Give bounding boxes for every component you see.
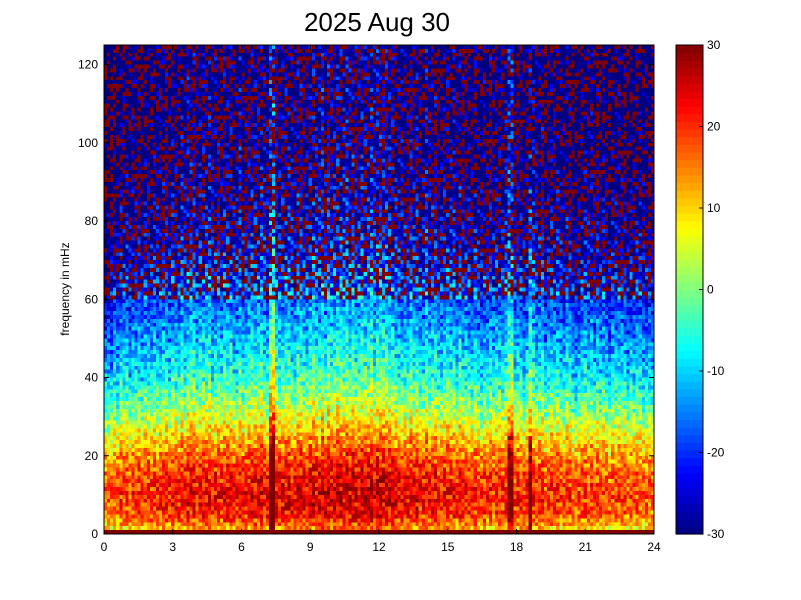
colorbar-step xyxy=(676,167,703,176)
colorbar-step xyxy=(676,495,703,505)
colorbar-step xyxy=(676,396,703,405)
colorbar-step xyxy=(676,358,703,367)
y-tick-label: 80 xyxy=(85,214,99,228)
colorbar-step xyxy=(676,526,703,535)
colorbar-step xyxy=(676,136,703,145)
colorbar-step xyxy=(676,236,703,245)
colorbar-tick-label: 0 xyxy=(707,283,714,297)
colorbar-tick-label: 10 xyxy=(707,201,721,215)
colorbar-tick-label: 20 xyxy=(707,120,721,134)
colorbar-step xyxy=(676,274,703,283)
colorbar-step xyxy=(676,289,703,298)
colorbar-step xyxy=(676,518,703,527)
colorbar-step xyxy=(676,297,703,306)
heatmap-cells xyxy=(104,45,654,534)
colorbar-step xyxy=(676,411,703,420)
colorbar-step xyxy=(676,472,703,482)
chart-title: 2025 Aug 30 xyxy=(304,7,450,37)
colorbar-step xyxy=(676,52,703,61)
colorbar-step xyxy=(676,258,703,268)
y-tick-label: 0 xyxy=(91,527,98,541)
colorbar-step xyxy=(676,75,703,84)
colorbar-step xyxy=(676,67,703,77)
y-tick-label: 60 xyxy=(85,292,99,306)
x-tick-label: 0 xyxy=(101,540,108,554)
colorbar-step xyxy=(676,373,703,382)
colorbar-step xyxy=(676,190,703,199)
colorbar-step xyxy=(676,228,703,237)
colorbar-step xyxy=(676,381,703,390)
y-axis-label: frequency in mHz xyxy=(58,242,72,335)
y-tick-label: 20 xyxy=(85,449,99,463)
colorbar-step xyxy=(676,83,703,92)
colorbar-step xyxy=(676,281,703,291)
colorbar-step xyxy=(676,342,703,352)
y-tick-label: 120 xyxy=(78,58,98,72)
x-tick-label: 9 xyxy=(307,540,314,554)
colorbar-step xyxy=(676,427,703,436)
x-tick-label: 21 xyxy=(579,540,593,554)
colorbar-step xyxy=(676,312,703,321)
colorbar-step xyxy=(676,251,703,260)
colorbar-step xyxy=(676,511,703,520)
colorbar-step xyxy=(676,488,703,497)
colorbar-step xyxy=(676,365,703,375)
colorbar-step xyxy=(676,213,703,222)
x-tick-label: 3 xyxy=(169,540,176,554)
colorbar-step xyxy=(676,151,703,161)
colorbar-step xyxy=(676,480,703,489)
x-tick-label: 12 xyxy=(372,540,386,554)
colorbar-step xyxy=(676,304,703,314)
colorbar-step xyxy=(676,335,703,344)
colorbar-step xyxy=(676,404,703,413)
colorbar-tick-label: -30 xyxy=(707,527,725,541)
colorbar-step xyxy=(676,442,703,451)
x-tick-label: 6 xyxy=(238,540,245,554)
colorbar-step xyxy=(676,121,703,130)
colorbar-step xyxy=(676,205,703,214)
x-tick-label: 18 xyxy=(510,540,524,554)
colorbar-step xyxy=(676,144,703,153)
y-axis: 0 20 40 60 80 100 120 xyxy=(78,58,654,541)
colorbar-step xyxy=(676,350,703,359)
colorbar-step xyxy=(676,60,703,69)
colorbar-step xyxy=(676,457,703,466)
colorbar-step xyxy=(676,320,703,329)
colorbar-step xyxy=(676,98,703,107)
y-tick-label: 100 xyxy=(78,136,98,150)
colorbar-step xyxy=(676,243,703,252)
colorbar-step xyxy=(676,45,703,54)
colorbar-step xyxy=(676,90,703,100)
colorbar-step xyxy=(676,113,703,123)
colorbar-step xyxy=(676,388,703,398)
x-tick-label: 24 xyxy=(647,540,661,554)
colorbar-step xyxy=(676,327,703,336)
colorbar-step xyxy=(676,449,703,459)
spectrogram-heatmap xyxy=(104,45,654,534)
colorbar-step xyxy=(676,106,703,115)
colorbar-step xyxy=(676,174,703,184)
colorbar-tick-label: 30 xyxy=(707,38,721,52)
colorbar-step xyxy=(676,182,703,191)
colorbar-step xyxy=(676,419,703,428)
colorbar-step xyxy=(676,159,703,168)
colorbar-step xyxy=(676,129,703,138)
x-axis: 0 3 6 9 12 15 18 21 24 xyxy=(101,45,661,554)
colorbar-tick-label: -20 xyxy=(707,446,725,460)
colorbar xyxy=(676,45,703,535)
colorbar-step xyxy=(676,503,703,512)
colorbar-step xyxy=(676,197,703,207)
colorbar-axis: 30 20 10 0 -10 -20 -30 xyxy=(699,38,725,541)
colorbar-step xyxy=(676,220,703,229)
colorbar-step xyxy=(676,434,703,443)
x-tick-label: 15 xyxy=(441,540,455,554)
colorbar-tick-label: -10 xyxy=(707,364,725,378)
y-tick-label: 40 xyxy=(85,371,99,385)
colorbar-step xyxy=(676,266,703,275)
colorbar-step xyxy=(676,465,703,474)
